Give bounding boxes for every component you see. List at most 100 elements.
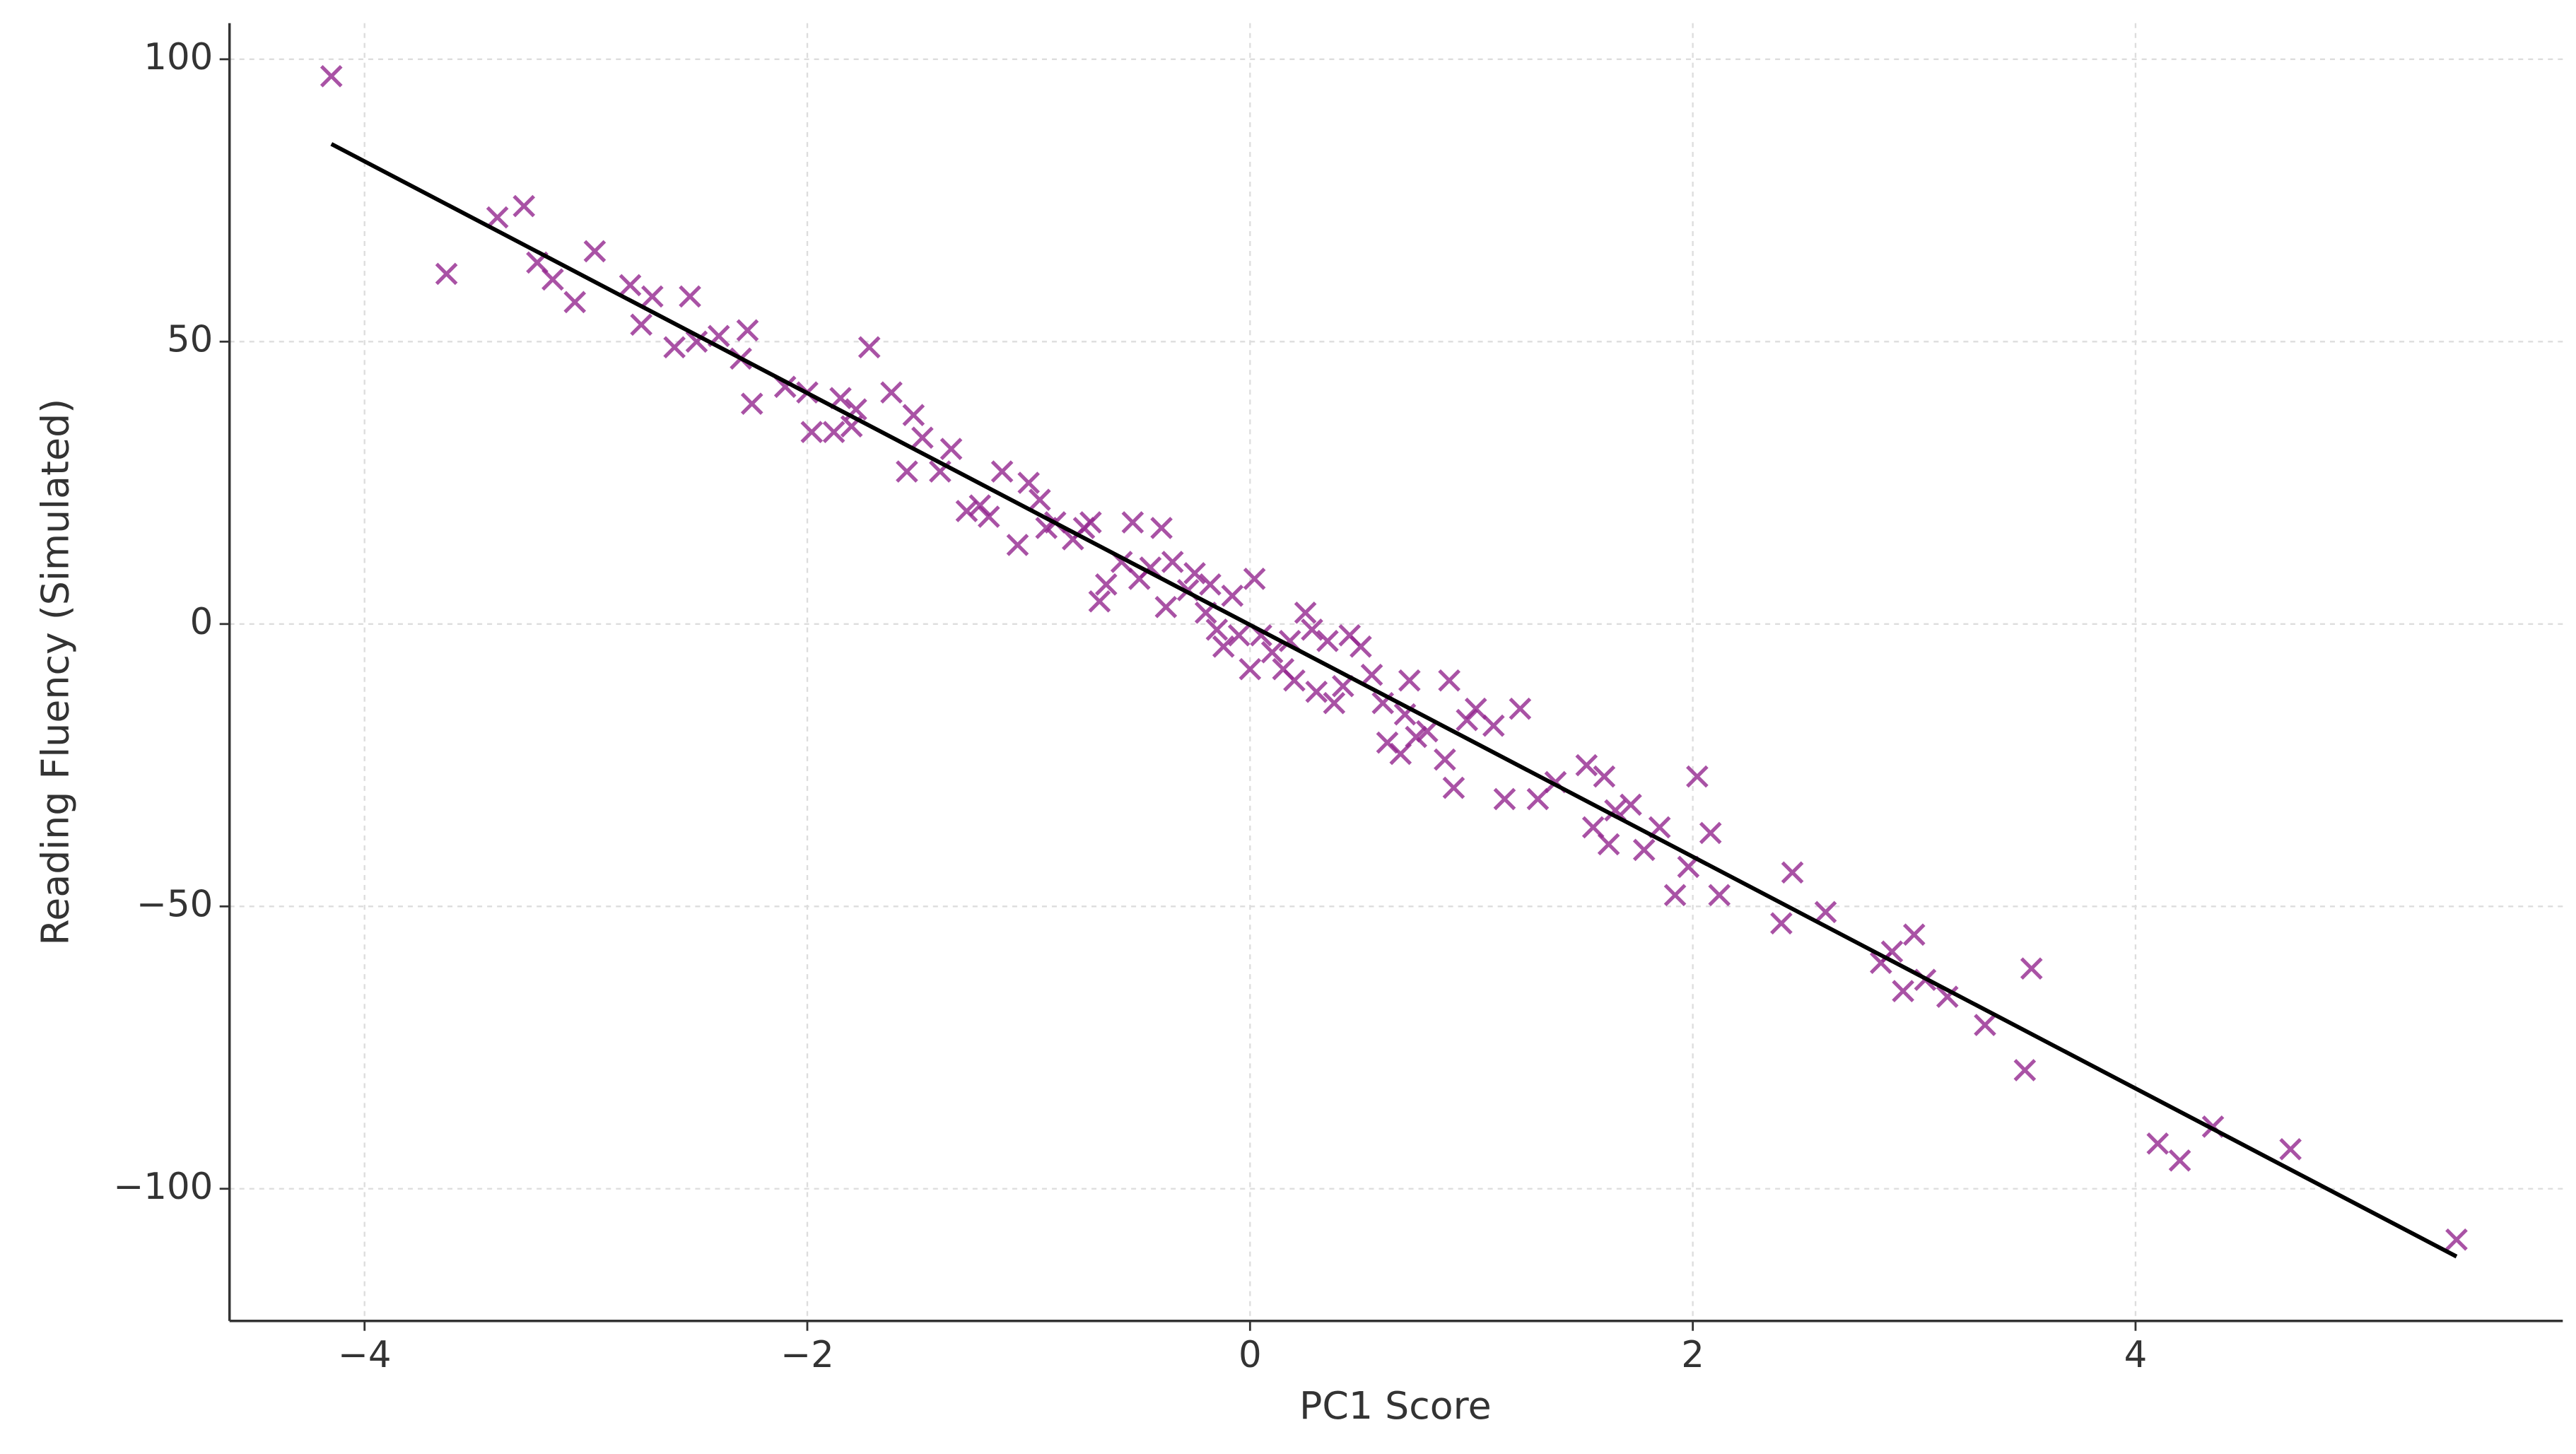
scatter-point bbox=[1398, 669, 1421, 692]
scatter-point bbox=[1227, 623, 1251, 647]
scatter-point bbox=[486, 206, 509, 229]
scatter-point bbox=[1604, 799, 1627, 822]
scatter-point bbox=[583, 240, 607, 263]
scatter-point bbox=[1017, 471, 1041, 494]
scatter-point bbox=[1416, 720, 1439, 743]
scatter-point bbox=[1974, 1014, 1996, 1036]
scatter-point bbox=[679, 285, 701, 308]
scatter-point bbox=[1781, 861, 1804, 884]
scatter-point bbox=[1620, 793, 1642, 816]
scatter-point bbox=[1161, 551, 1184, 573]
scatter-point bbox=[541, 268, 564, 291]
scatter-point bbox=[2279, 1138, 2302, 1161]
scatter-point bbox=[1305, 680, 1328, 703]
scatter-point bbox=[1094, 573, 1118, 596]
scatter-point bbox=[1892, 980, 1914, 1002]
scatter-point bbox=[1332, 674, 1354, 698]
scatter-point bbox=[619, 274, 642, 297]
scatter-point bbox=[939, 438, 963, 460]
scatter-point bbox=[736, 319, 759, 342]
scatter-point bbox=[1121, 511, 1144, 534]
scatter-point bbox=[1205, 618, 1229, 641]
scatter-point bbox=[513, 194, 536, 218]
y-tick-label: 0 bbox=[190, 601, 213, 643]
scatter-point bbox=[640, 285, 664, 308]
scatter-point bbox=[880, 381, 903, 404]
scatter-point bbox=[1597, 833, 1620, 856]
y-tick-label: −50 bbox=[136, 883, 213, 925]
scatter-point bbox=[1493, 787, 1516, 811]
y-axis-label: Reading Fluency (Simulated) bbox=[33, 399, 77, 946]
scatter-point bbox=[1632, 838, 1656, 862]
x-tick-label: 4 bbox=[2124, 1334, 2148, 1376]
scatter-point bbox=[435, 262, 458, 286]
scatter-point bbox=[1593, 765, 1616, 788]
scatter-point bbox=[1088, 590, 1111, 613]
fit-line bbox=[330, 142, 2458, 1259]
scatter-point bbox=[1239, 657, 1262, 681]
scatter-point bbox=[1260, 640, 1284, 664]
scatter-point bbox=[1936, 985, 1959, 1008]
x-tick-label: 0 bbox=[1239, 1334, 1262, 1376]
scatter-point bbox=[829, 387, 852, 410]
scatter-point bbox=[630, 313, 652, 336]
scatter-point bbox=[1663, 884, 1687, 907]
scatter-point bbox=[1464, 697, 1487, 720]
scatter-point bbox=[1028, 488, 1051, 511]
y-tick-label: 100 bbox=[144, 36, 213, 78]
scatter-point bbox=[1438, 669, 1460, 692]
scatter-point bbox=[911, 426, 934, 449]
scatter-point bbox=[663, 336, 686, 359]
x-axis-label: PC1 Score bbox=[1299, 1383, 1492, 1428]
scatter-point bbox=[1323, 691, 1346, 715]
y-tick-label: −100 bbox=[113, 1166, 213, 1208]
scatter-point bbox=[1686, 765, 1709, 788]
scatter-point bbox=[1006, 534, 1029, 556]
scatter-point bbox=[1677, 855, 1700, 879]
x-tick-label: −2 bbox=[780, 1334, 834, 1376]
scatter-point bbox=[1283, 669, 1306, 692]
scatter-point bbox=[2445, 1228, 2468, 1251]
scatter-point bbox=[1154, 596, 1178, 618]
scatter-point bbox=[1814, 901, 1837, 924]
scatter-point bbox=[1482, 714, 1505, 737]
scatter-point bbox=[977, 505, 1000, 528]
scatter-point bbox=[955, 500, 978, 522]
scatter-point bbox=[2168, 1149, 2191, 1172]
scatter-point bbox=[800, 421, 824, 443]
scatter-point bbox=[1294, 601, 1317, 624]
x-tick-label: −4 bbox=[338, 1334, 392, 1376]
scatter-point bbox=[1350, 635, 1372, 658]
scatter-point bbox=[1150, 517, 1173, 539]
scatter-point bbox=[1221, 585, 1244, 607]
scatter-point bbox=[1079, 511, 1102, 534]
scatter-point bbox=[1699, 821, 1722, 845]
scatter-point bbox=[1360, 663, 1383, 686]
scatter-point bbox=[857, 336, 881, 359]
scatter-point bbox=[1902, 923, 1926, 946]
scatter-point bbox=[2013, 1059, 2037, 1081]
scatter-point bbox=[1212, 635, 1235, 658]
scatter-point bbox=[1526, 787, 1550, 811]
scatter-point bbox=[1509, 697, 1532, 720]
scatter-point bbox=[1708, 884, 1731, 907]
y-tick-label: 50 bbox=[167, 318, 213, 360]
scatter-point bbox=[740, 392, 763, 416]
scatter-point bbox=[685, 330, 708, 353]
scatter-point bbox=[896, 460, 918, 483]
scatter-point bbox=[1770, 912, 1793, 935]
scatter-point bbox=[990, 460, 1014, 483]
scatter-point bbox=[563, 291, 587, 314]
scatter-point bbox=[320, 64, 343, 88]
scatter-point bbox=[822, 421, 845, 443]
scatter-point bbox=[1575, 754, 1598, 777]
scatter-point bbox=[1199, 573, 1222, 596]
x-tick-label: 2 bbox=[1681, 1334, 1704, 1376]
scatter-point bbox=[2146, 1132, 2170, 1155]
scatter-point bbox=[2020, 957, 2043, 980]
scatter-point bbox=[1442, 776, 1465, 799]
scatter-point bbox=[1183, 562, 1206, 585]
scatter-point bbox=[1434, 748, 1456, 771]
